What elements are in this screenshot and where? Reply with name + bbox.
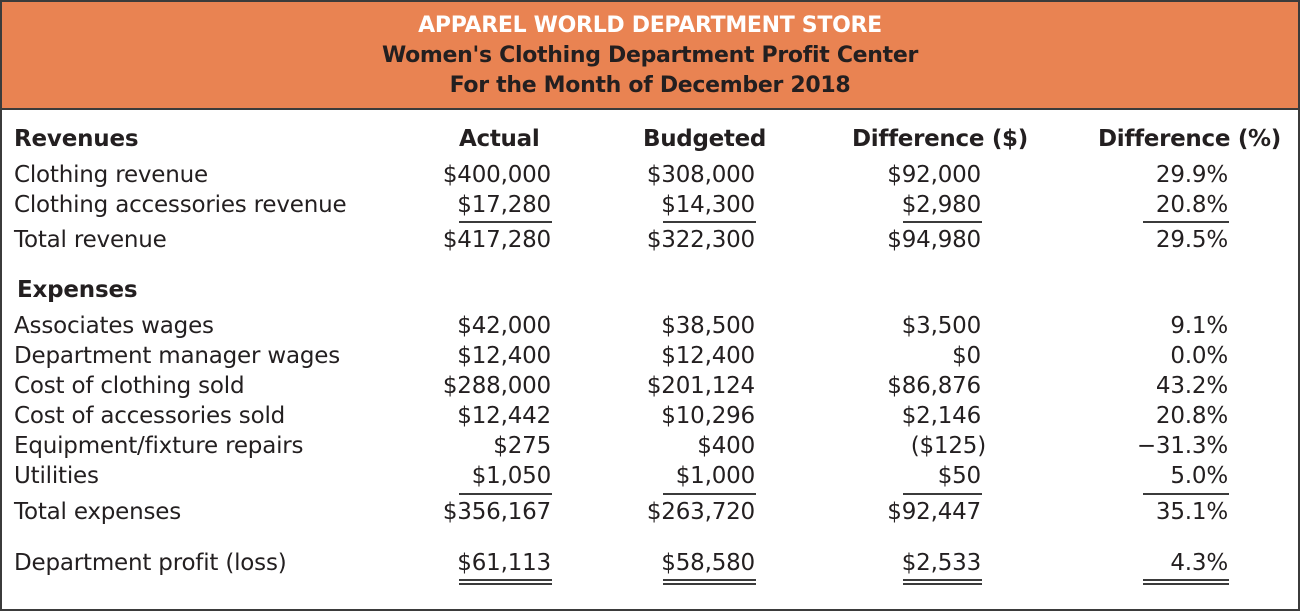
table-row: Cost of accessories sold $12,442 $10,296…: [2, 403, 1298, 433]
table-row: Clothing revenue $400,000 $308,000 $92,0…: [2, 162, 1298, 192]
double-rule-diff-dollar: [903, 579, 982, 585]
row-label: Associates wages: [14, 313, 214, 339]
actual-value: $356,167: [442, 499, 551, 525]
department-profit-row: Department profit (loss) $61,113 $58,580…: [2, 550, 1298, 580]
actual-value: $42,000: [457, 313, 551, 339]
row-label: Utilities: [14, 463, 99, 489]
diff-dollar-value: $2,980: [901, 192, 981, 218]
report-header-band: APPAREL WORLD DEPARTMENT STORE Women's C…: [2, 2, 1298, 110]
table-row: Utilities $1,050 $1,000 $50 5.0%: [2, 463, 1298, 493]
subtotal-rule-diff-dollar: [903, 221, 982, 223]
double-rule-actual: [459, 579, 552, 585]
expenses-section-label: Expenses: [17, 277, 138, 303]
actual-value: $288,000: [442, 373, 551, 399]
diff-pct-value: −31.3%: [1136, 433, 1228, 459]
budgeted-value: $263,720: [646, 499, 755, 525]
budgeted-value: $58,580: [661, 550, 755, 576]
col-header-actual: Actual: [459, 126, 540, 152]
subtotal-rule-diff-pct: [1143, 221, 1229, 223]
table-row: Clothing accessories revenue $17,280 $14…: [2, 192, 1298, 222]
actual-value: $417,280: [442, 227, 551, 253]
actual-value: $12,400: [457, 343, 551, 369]
diff-dollar-value: $0: [952, 343, 981, 369]
budgeted-value: $308,000: [646, 162, 755, 188]
diff-dollar-value: $92,000: [887, 162, 981, 188]
budgeted-value: $201,124: [646, 373, 755, 399]
diff-dollar-value: $92,447: [887, 499, 981, 525]
row-label: Cost of accessories sold: [14, 403, 286, 429]
actual-value: $61,113: [457, 550, 551, 576]
double-rule-budgeted: [663, 579, 756, 585]
company-name: APPAREL WORLD DEPARTMENT STORE: [418, 13, 882, 38]
col-header-diff-pct: Difference (%): [1098, 126, 1282, 152]
subtotal-rule-diff-dollar: [903, 493, 982, 495]
table-row: Equipment/fixture repairs $275 $400 ($12…: [2, 433, 1298, 463]
row-label: Total expenses: [14, 499, 182, 525]
actual-value: $275: [493, 433, 551, 459]
budgeted-value: $322,300: [646, 227, 755, 253]
budgeted-value: $400: [697, 433, 755, 459]
revenues-section-label: Revenues: [14, 126, 139, 152]
diff-pct-value: 0.0%: [1170, 343, 1228, 369]
diff-dollar-value: $2,533: [901, 550, 981, 576]
diff-pct-value: 20.8%: [1155, 403, 1228, 429]
budgeted-value: $38,500: [661, 313, 755, 339]
expenses-header-row: Expenses: [2, 277, 1298, 307]
table-row: Department manager wages $12,400 $12,400…: [2, 343, 1298, 373]
diff-pct-value: 35.1%: [1155, 499, 1228, 525]
double-rule-diff-pct: [1143, 579, 1229, 585]
actual-value: $400,000: [442, 162, 551, 188]
diff-dollar-value: $86,876: [887, 373, 981, 399]
row-label: Total revenue: [14, 227, 167, 253]
subtotal-rule-actual: [459, 493, 552, 495]
row-label: Department profit (loss): [14, 550, 287, 576]
table-row: Associates wages $42,000 $38,500 $3,500 …: [2, 313, 1298, 343]
subtotal-rule-diff-pct: [1143, 493, 1229, 495]
row-label: Department manager wages: [14, 343, 341, 369]
budgeted-value: $10,296: [661, 403, 755, 429]
actual-value: $1,050: [471, 463, 551, 489]
row-label: Clothing accessories revenue: [14, 192, 347, 218]
column-header-row: Revenues Actual Budgeted Difference ($) …: [2, 126, 1298, 156]
diff-pct-value: 43.2%: [1155, 373, 1228, 399]
row-label: Equipment/fixture repairs: [14, 433, 304, 459]
total-revenue-row: Total revenue $417,280 $322,300 $94,980 …: [2, 227, 1298, 257]
diff-pct-value: 29.9%: [1155, 162, 1228, 188]
diff-pct-value: 29.5%: [1155, 227, 1228, 253]
diff-dollar-value: $2,146: [901, 403, 981, 429]
row-label: Cost of clothing sold: [14, 373, 245, 399]
actual-value: $12,442: [457, 403, 551, 429]
subtotal-rule-actual: [459, 221, 552, 223]
diff-pct-value: 5.0%: [1170, 463, 1228, 489]
budgeted-value: $12,400: [661, 343, 755, 369]
report-title: Women's Clothing Department Profit Cente…: [381, 43, 919, 68]
row-label: Clothing revenue: [14, 162, 208, 188]
diff-pct-value: 9.1%: [1170, 313, 1228, 339]
actual-value: $17,280: [457, 192, 551, 218]
subtotal-rule-budgeted: [663, 493, 756, 495]
diff-dollar-value: $94,980: [887, 227, 981, 253]
subtotal-rule-budgeted: [663, 221, 756, 223]
diff-dollar-value: ($125): [910, 433, 986, 459]
diff-pct-value: 4.3%: [1170, 550, 1228, 576]
diff-dollar-value: $3,500: [901, 313, 981, 339]
col-header-budgeted: Budgeted: [643, 126, 767, 152]
report-period: For the Month of December 2018: [449, 73, 851, 98]
diff-dollar-value: $50: [937, 463, 982, 489]
diff-pct-value: 20.8%: [1155, 192, 1228, 218]
col-header-diff-dollar: Difference ($): [852, 126, 1028, 152]
table-row: Cost of clothing sold $288,000 $201,124 …: [2, 373, 1298, 403]
budgeted-value: $1,000: [675, 463, 755, 489]
total-expenses-row: Total expenses $356,167 $263,720 $92,447…: [2, 499, 1298, 529]
budgeted-value: $14,300: [661, 192, 755, 218]
